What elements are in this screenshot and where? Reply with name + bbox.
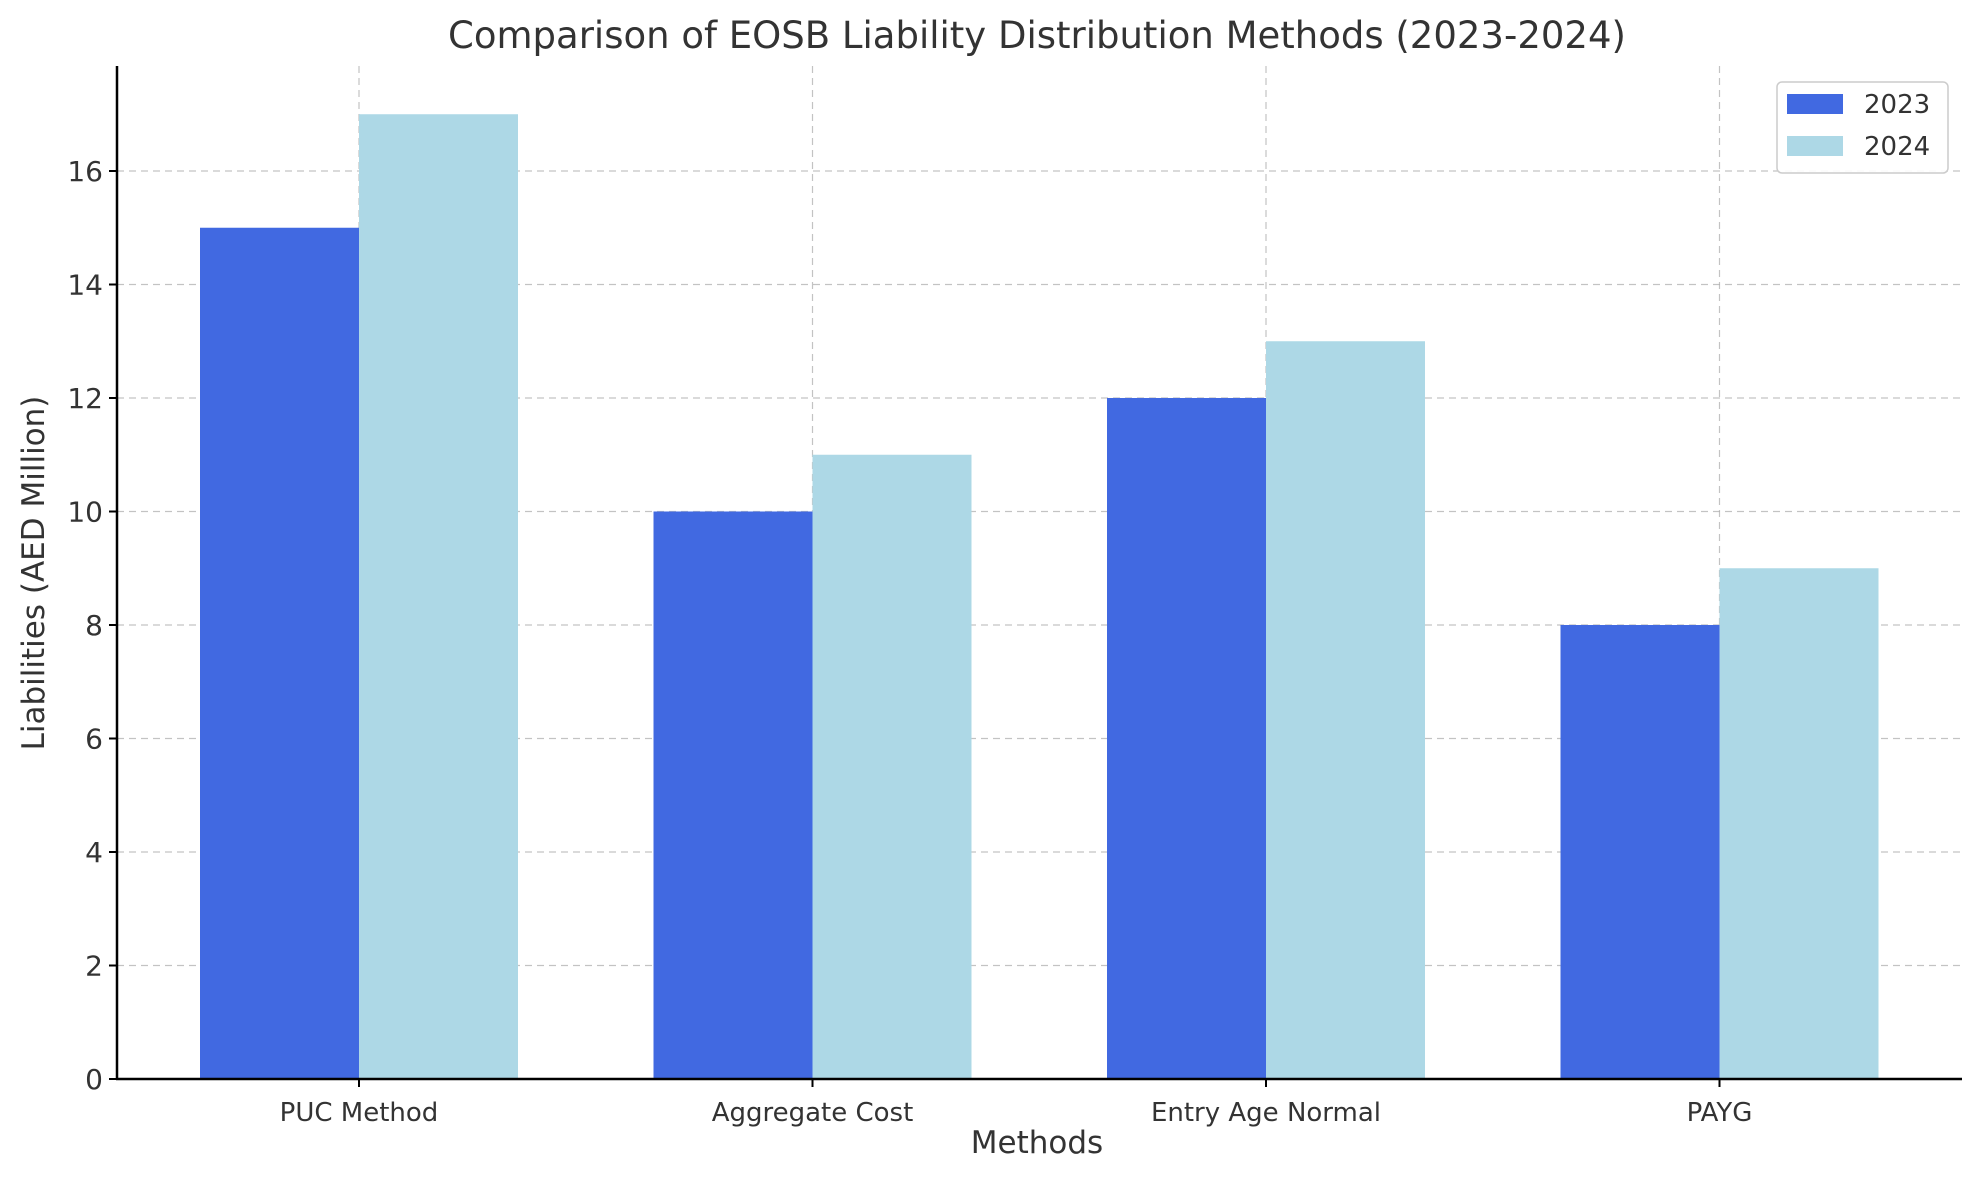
y-tick-label: 0	[85, 1063, 103, 1096]
bar-2023-payg	[1560, 624, 1720, 1079]
x-tick-label: Entry Age Normal	[1151, 1098, 1381, 1128]
bar-2023-puc-method	[200, 227, 359, 1079]
y-tick-label: 6	[85, 722, 103, 755]
chart-title: Comparison of EOSB Liability Distributio…	[448, 14, 1626, 57]
y-tick-label: 12	[67, 382, 103, 415]
legend: 2023 2024	[1776, 81, 1949, 174]
y-tick-label: 10	[67, 495, 103, 528]
y-axis-title: Liabilities (AED Million)	[16, 396, 52, 751]
y-tick-label: 16	[67, 155, 103, 188]
bar-2024-payg	[1719, 568, 1879, 1079]
x-tick-label: PAYG	[1687, 1098, 1753, 1128]
bars	[200, 114, 1879, 1080]
legend-swatch-2023	[1787, 94, 1843, 114]
x-tick-labels: PUC Method Aggregate Cost Entry Age Normal…	[280, 1098, 1753, 1128]
y-tick-label: 2	[85, 949, 103, 982]
bar-2023-aggregate-cost	[653, 511, 813, 1079]
bar-2024-puc-method	[359, 114, 518, 1079]
bar-2024-aggregate-cost	[812, 454, 972, 1079]
x-tick-label: Aggregate Cost	[712, 1098, 914, 1128]
axes	[109, 66, 1962, 1087]
y-tick-label: 4	[85, 836, 103, 869]
y-tick-label: 8	[85, 609, 103, 642]
legend-swatch-2024	[1787, 136, 1843, 156]
legend-label-2023: 2023	[1864, 90, 1930, 120]
y-tick-label: 14	[67, 268, 103, 301]
x-tick-label: PUC Method	[280, 1098, 439, 1128]
legend-label-2024: 2024	[1864, 132, 1930, 162]
x-axis-title: Methods	[971, 1125, 1103, 1161]
bar-2024-entry-age-normal	[1266, 341, 1425, 1079]
y-tick-labels: 0 2 4 6 8 10 12 14 16	[67, 155, 103, 1096]
bar-2023-entry-age-normal	[1107, 397, 1266, 1080]
